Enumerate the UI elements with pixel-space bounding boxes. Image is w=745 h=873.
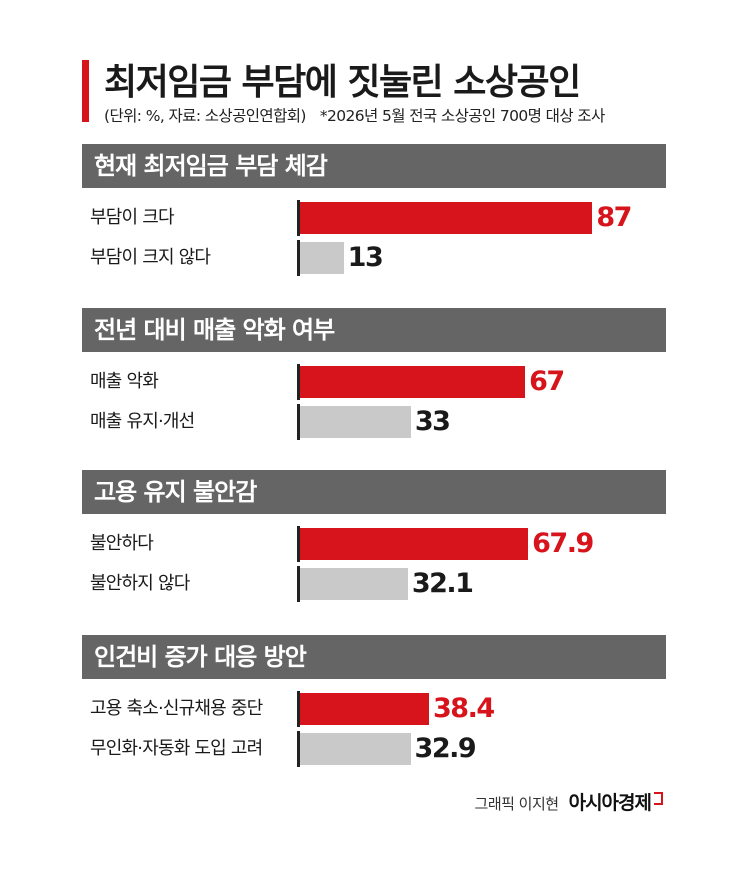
value-label: 32.1 xyxy=(411,568,474,599)
bar-row: 매출 악화 67 xyxy=(82,364,666,400)
bar-highlight xyxy=(300,366,526,398)
axis-baseline xyxy=(297,691,300,727)
chart-title: 최저임금 부담에 짓눌린 소상공인 xyxy=(104,62,581,103)
bar-row: 불안하지 않다 32.1 xyxy=(82,566,666,602)
axis-baseline xyxy=(297,200,300,236)
credit-line: 그래픽 이지현 아시아경제 xyxy=(475,788,663,815)
bar-highlight xyxy=(300,202,593,234)
value-label: 67 xyxy=(529,366,565,397)
category-label: 매출 유지·개선 xyxy=(90,411,195,432)
section-title: 현재 최저임금 부담 체감 xyxy=(82,144,666,188)
axis-baseline xyxy=(297,240,300,276)
bar-neutral xyxy=(300,242,344,274)
section-title: 인건비 증가 대응 방안 xyxy=(82,635,666,679)
bar-row: 무인화·자동화 도입 고려 32.9 xyxy=(82,731,666,767)
axis-baseline xyxy=(297,526,300,562)
value-label: 67.9 xyxy=(532,528,594,559)
bar-neutral xyxy=(300,568,408,600)
brand-corner-icon xyxy=(654,792,663,805)
category-label: 무인화·자동화 도입 고려 xyxy=(90,738,263,759)
bar-row: 부담이 크다 87 xyxy=(82,200,666,236)
title-accent-bar xyxy=(82,60,89,122)
bar-row: 불안하다 67.9 xyxy=(82,526,666,562)
axis-baseline xyxy=(297,364,300,400)
bar-row: 매출 유지·개선 33 xyxy=(82,404,666,440)
category-label: 불안하다 xyxy=(90,533,154,554)
chart-subtitle: (단위: %, 자료: 소상공인연합회) *2026년 5월 전국 소상공인 70… xyxy=(104,104,605,126)
section-title: 전년 대비 매출 악화 여부 xyxy=(82,308,666,352)
category-label: 부담이 크다 xyxy=(90,207,175,228)
value-label: 38.4 xyxy=(433,693,495,724)
survey-note: *2026년 5월 전국 소상공인 700명 대상 조사 xyxy=(319,107,605,125)
bar-highlight xyxy=(300,528,529,560)
bar-neutral xyxy=(300,733,411,765)
axis-baseline xyxy=(297,731,300,767)
bar-row: 고용 축소·신규채용 중단 38.4 xyxy=(82,691,666,727)
brand-logo: 아시아경제 xyxy=(569,788,663,815)
axis-baseline xyxy=(297,566,300,602)
bar-row: 부담이 크지 않다 13 xyxy=(82,240,666,276)
unit-source: (단위: %, 자료: 소상공인연합회) xyxy=(104,107,306,125)
bar-neutral xyxy=(300,406,411,438)
value-label: 87 xyxy=(596,202,632,233)
value-label: 13 xyxy=(347,242,384,273)
category-label: 매출 악화 xyxy=(90,371,159,392)
section-title: 고용 유지 불안감 xyxy=(82,470,666,514)
category-label: 고용 축소·신규채용 중단 xyxy=(90,698,263,719)
bar-highlight xyxy=(300,693,430,725)
value-label: 32.9 xyxy=(414,733,477,764)
category-label: 부담이 크지 않다 xyxy=(90,247,211,268)
value-label: 33 xyxy=(414,406,451,437)
axis-baseline xyxy=(297,404,300,440)
graphic-credit: 그래픽 이지현 xyxy=(474,795,560,813)
brand-name: 아시아경제 xyxy=(568,792,652,814)
category-label: 불안하지 않다 xyxy=(90,573,190,594)
